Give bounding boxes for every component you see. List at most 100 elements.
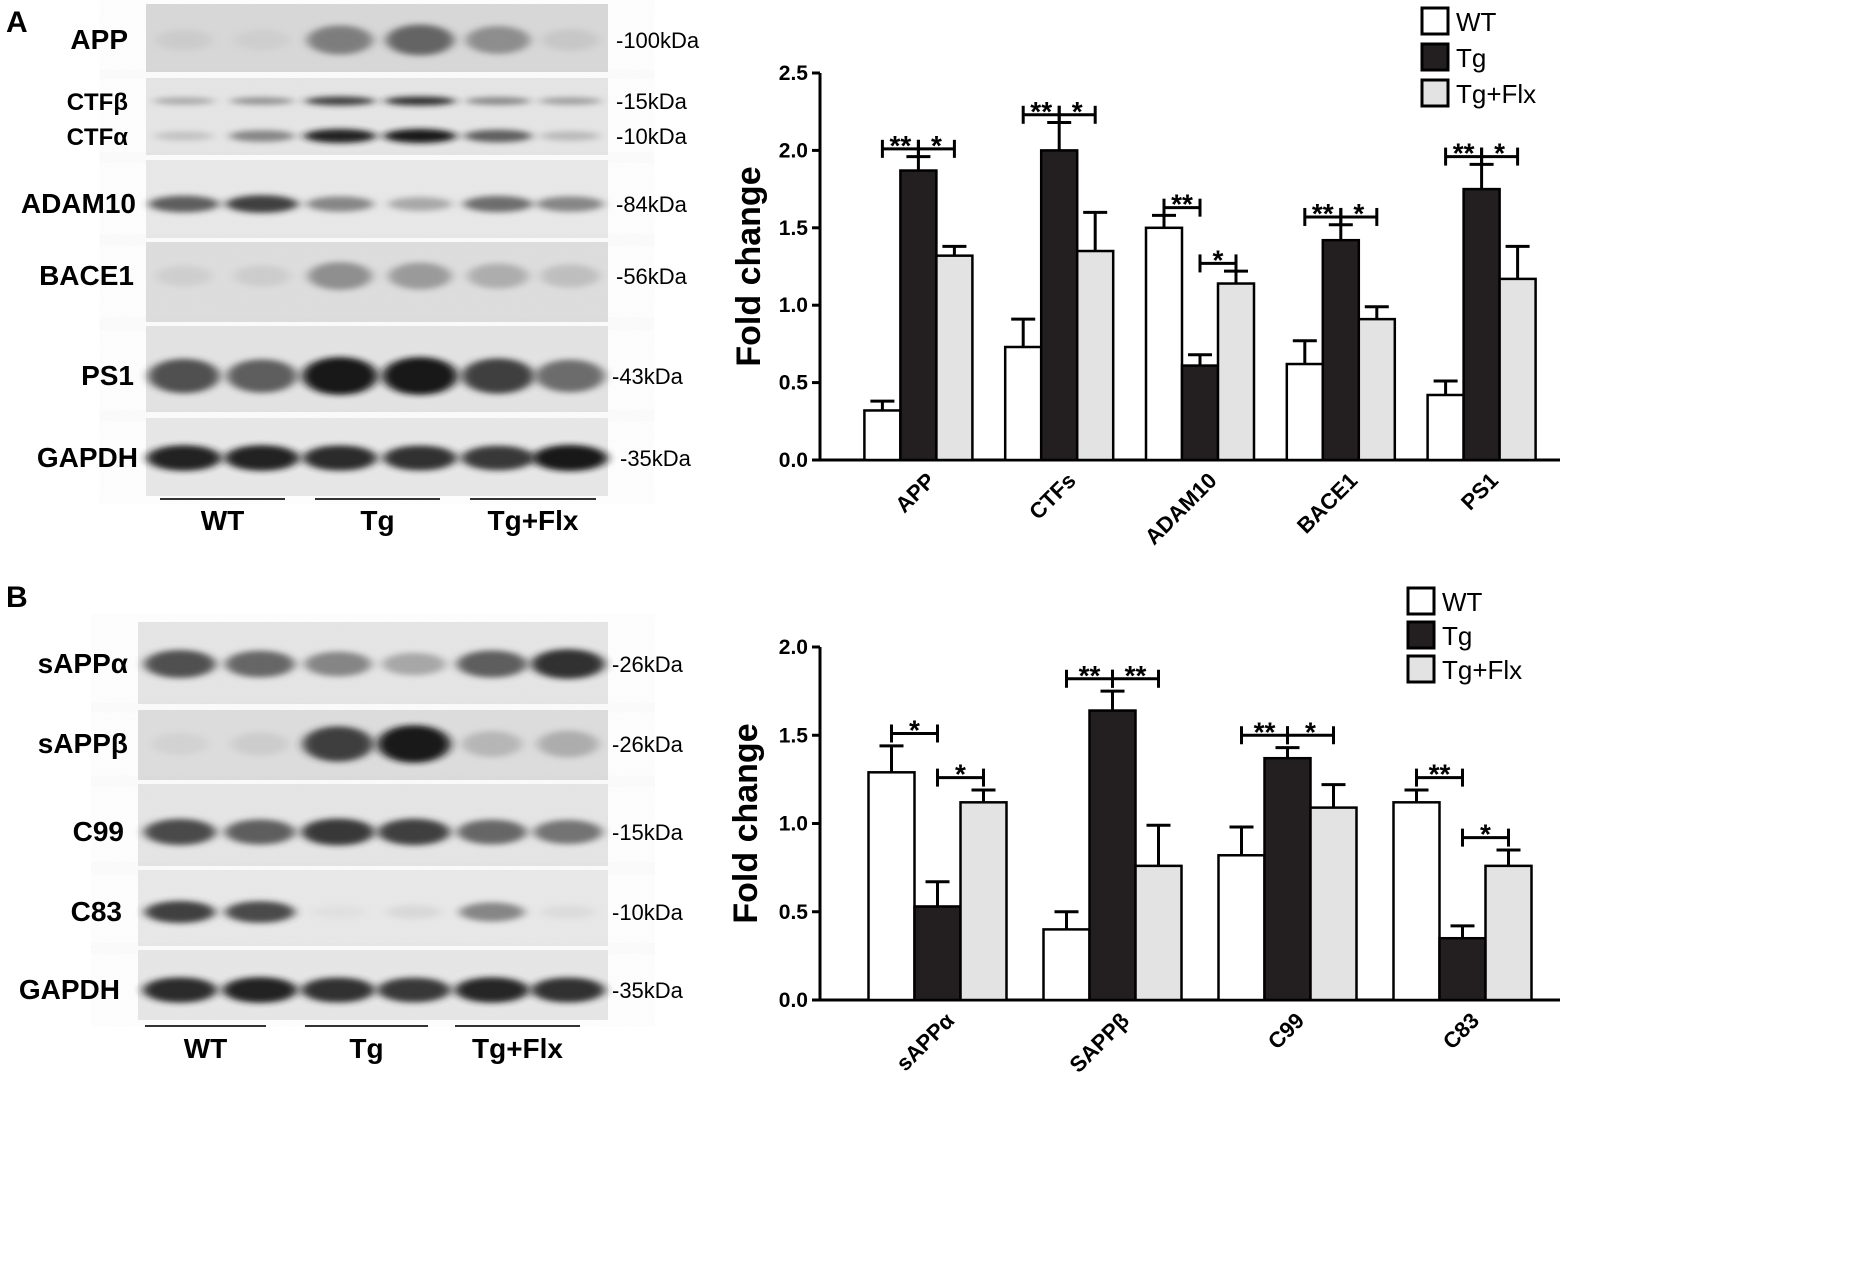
blot-strip-texture [138,784,608,866]
bar-chart-b: 0.0 0.5 1.0 1.5 2.0 Fold change sAPPα SAPPβ C99 C… [727,586,1560,1078]
blot-band [377,818,451,846]
y-tick-label: 0.5 [779,901,809,924]
blot-band [383,445,457,471]
category-label-c83: C83 [1438,1008,1484,1054]
bar-ps1-wt [1426,393,1465,462]
bar-c99-tg-plus-flx [1309,806,1358,1002]
western-blot-a: APP -100kDa CTFβ -15kDa CTFα -10kDa ADAM10 -84k… [21,4,700,536]
significance-label: * [1213,244,1224,275]
category-label-sappbeta: SAPPβ [1064,1008,1134,1078]
category-label-ps1: PS1 [1456,468,1503,515]
blot-band [531,977,605,1003]
y-tick-label: 2.0 [779,636,808,659]
blot-label-sappbeta: sAPPβ [38,728,128,759]
blot-strip-texture [146,78,608,155]
blot-strip-texture [138,950,608,1020]
blot-kda-ps1: -43kDa [612,364,684,389]
bar-app-tg [899,169,938,462]
blot-band [465,97,531,105]
blot-band [143,977,217,1003]
blot-label-sappalpha: sAPPα [38,648,128,679]
legend-swatch-tg [1420,42,1450,72]
blot-band [144,818,216,846]
blot-band [461,358,535,394]
legend-label-wt: WT [1456,7,1497,37]
bar-app-wt [863,409,902,462]
blot-band [540,264,600,288]
blot-band [310,905,366,919]
blot-kda-c99: -15kDa [612,820,684,845]
bar-ps1-tg-plus-flx [1498,277,1537,462]
blot-band [144,900,216,924]
bar-adam10-tg [1180,364,1220,462]
category-label-adam10: ADAM10 [1140,468,1222,550]
legend-swatch-tg-plus-flx [1406,654,1436,684]
blot-label-ps1: PS1 [81,360,134,391]
blot-band [233,265,291,287]
panel-letter-a: A [6,6,28,39]
category-label-app: APP [890,468,940,518]
significance-label: ** [1429,759,1451,790]
significance-label: ** [1125,660,1147,691]
bar-ps1-tg [1462,187,1501,462]
blot-kda-gapdh: -35kDa [620,446,692,471]
blot-band [224,819,296,845]
blot-band [541,29,599,51]
group-label-wt: WT [201,505,245,536]
y-axis-title: Fold change [730,166,768,366]
western-blot-b: sAPPα -26kDa sAPPβ -26kDa C99 -15kDa C83 -10kDa… [19,622,684,1064]
blot-band [540,905,596,919]
blot-band [225,195,299,213]
blot-kda-sappbeta: -26kDa [612,732,684,757]
legend-swatch-wt [1406,586,1436,616]
blot-band [307,262,373,290]
blot-band [465,26,531,54]
blot-band [467,263,529,289]
bar-c83-tg-plus-flx [1484,864,1533,1002]
blot-band [386,905,442,919]
legend-label-tg: Tg [1456,43,1486,73]
blot-band [377,725,451,763]
blot-band [225,901,295,923]
blot-label-gapdh: GAPDH [19,974,120,1005]
blot-band [304,96,376,106]
blot-band [302,356,378,396]
bar-c83-tg [1438,936,1487,1002]
blot-band [457,819,527,845]
blot-band [459,902,525,922]
blot-band [222,977,298,1003]
y-tick-label: 2.5 [779,62,809,85]
blot-band [306,196,374,212]
bar-bace1-wt [1285,362,1325,462]
bar-chart-a: 0.0 0.5 1.0 1.5 2.0 2.5 Fold change APP CTFs ADAM… [730,6,1560,550]
blot-label-ctfalpha: CTFα [67,124,129,151]
blot-band [463,195,533,213]
blot-band [388,197,452,211]
bar-c83-wt [1392,801,1441,1002]
bar-app-tg-plus-flx [935,254,974,462]
blot-strip-texture [146,4,608,72]
blot-band [152,732,208,756]
blot-band [146,445,222,471]
significance-label: * [909,714,920,745]
blot-strip-texture [146,160,608,238]
blot-label-c99: C99 [73,816,124,847]
legend-label-tg-plus-flx: Tg+Flx [1442,655,1522,685]
legend-swatch-tg [1406,620,1436,650]
blot-band [386,24,454,56]
blot-band [224,445,300,471]
bar-c99-tg [1263,756,1312,1002]
bar-sappbeta-tg [1088,709,1137,1002]
blot-band [533,819,603,845]
bar-ctfs-tg [1039,149,1079,462]
blot-band [462,731,522,757]
bar-ctfs-wt [1003,345,1043,462]
bar-sappalpha-tg [913,905,962,1002]
significance-label: * [1480,819,1491,850]
blot-band [388,262,452,290]
blot-label-ctfbeta: CTFβ [67,89,128,116]
blot-strip-texture [138,870,608,946]
category-label-c99: C99 [1263,1008,1309,1054]
blot-band [303,128,377,144]
